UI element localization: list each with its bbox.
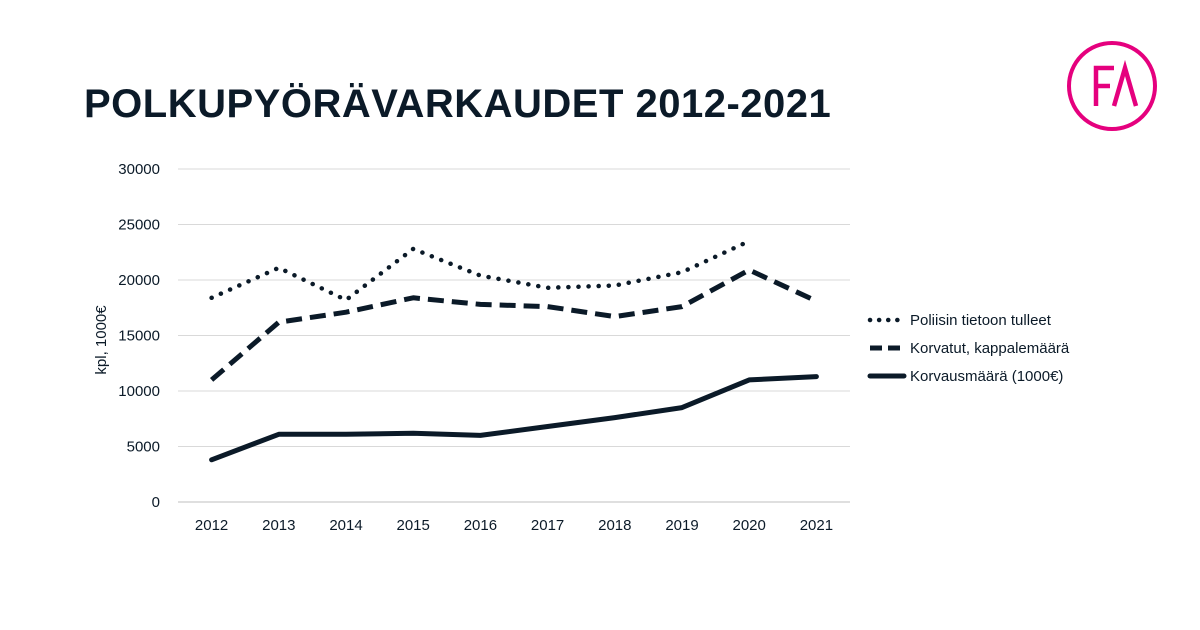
y-tick-label: 25000 [118,217,160,234]
logo-letter-f [1093,65,1114,106]
y-tick-label: 20000 [118,272,160,289]
page-title: POLKUPYÖRÄVARKAUDET 2012-2021 [84,82,832,126]
fa-logo [1067,41,1157,131]
x-tick-label: 2016 [464,517,497,534]
series-line-solid [209,374,819,463]
series-line-dotted [209,238,752,303]
y-axis-label: kpl, 1000€ [93,305,110,375]
legend-label: Korvausmäärä (1000€) [910,368,1063,385]
x-tick-label: 2014 [329,517,362,534]
x-tick-label: 2013 [262,517,295,534]
legend: Poliisin tietoon tulleet Korvatut, kappal… [867,312,1070,385]
x-tick-label: 2021 [800,517,833,534]
x-tick-label: 2015 [397,517,430,534]
x-tick-label: 2020 [733,517,766,534]
series-line-dashed [209,267,818,382]
y-tick-label: 15000 [118,328,160,345]
y-tick-label: 0 [152,494,160,511]
y-tick-label: 5000 [127,439,160,456]
logo-ring [1067,41,1157,131]
x-tick-label: 2019 [665,517,698,534]
y-tick-label: 10000 [118,383,160,400]
logo-letter-a [1111,59,1139,107]
x-tick-label: 2018 [598,517,631,534]
legend-label: Poliisin tietoon tulleet [910,312,1052,329]
series [209,238,819,463]
x-tick-label: 2012 [195,517,228,534]
y-tick-label: 30000 [118,161,160,178]
x-axis-ticks: 2012 2013 2014 2015 2016 2017 2018 2019 2020 2021 [195,517,833,534]
x-tick-label: 2017 [531,517,564,534]
gridlines [178,168,850,503]
y-axis-ticks: 0 5000 10000 15000 20000 25000 30000 [118,161,160,511]
legend-label: Korvatut, kappalemäärä [910,340,1070,357]
